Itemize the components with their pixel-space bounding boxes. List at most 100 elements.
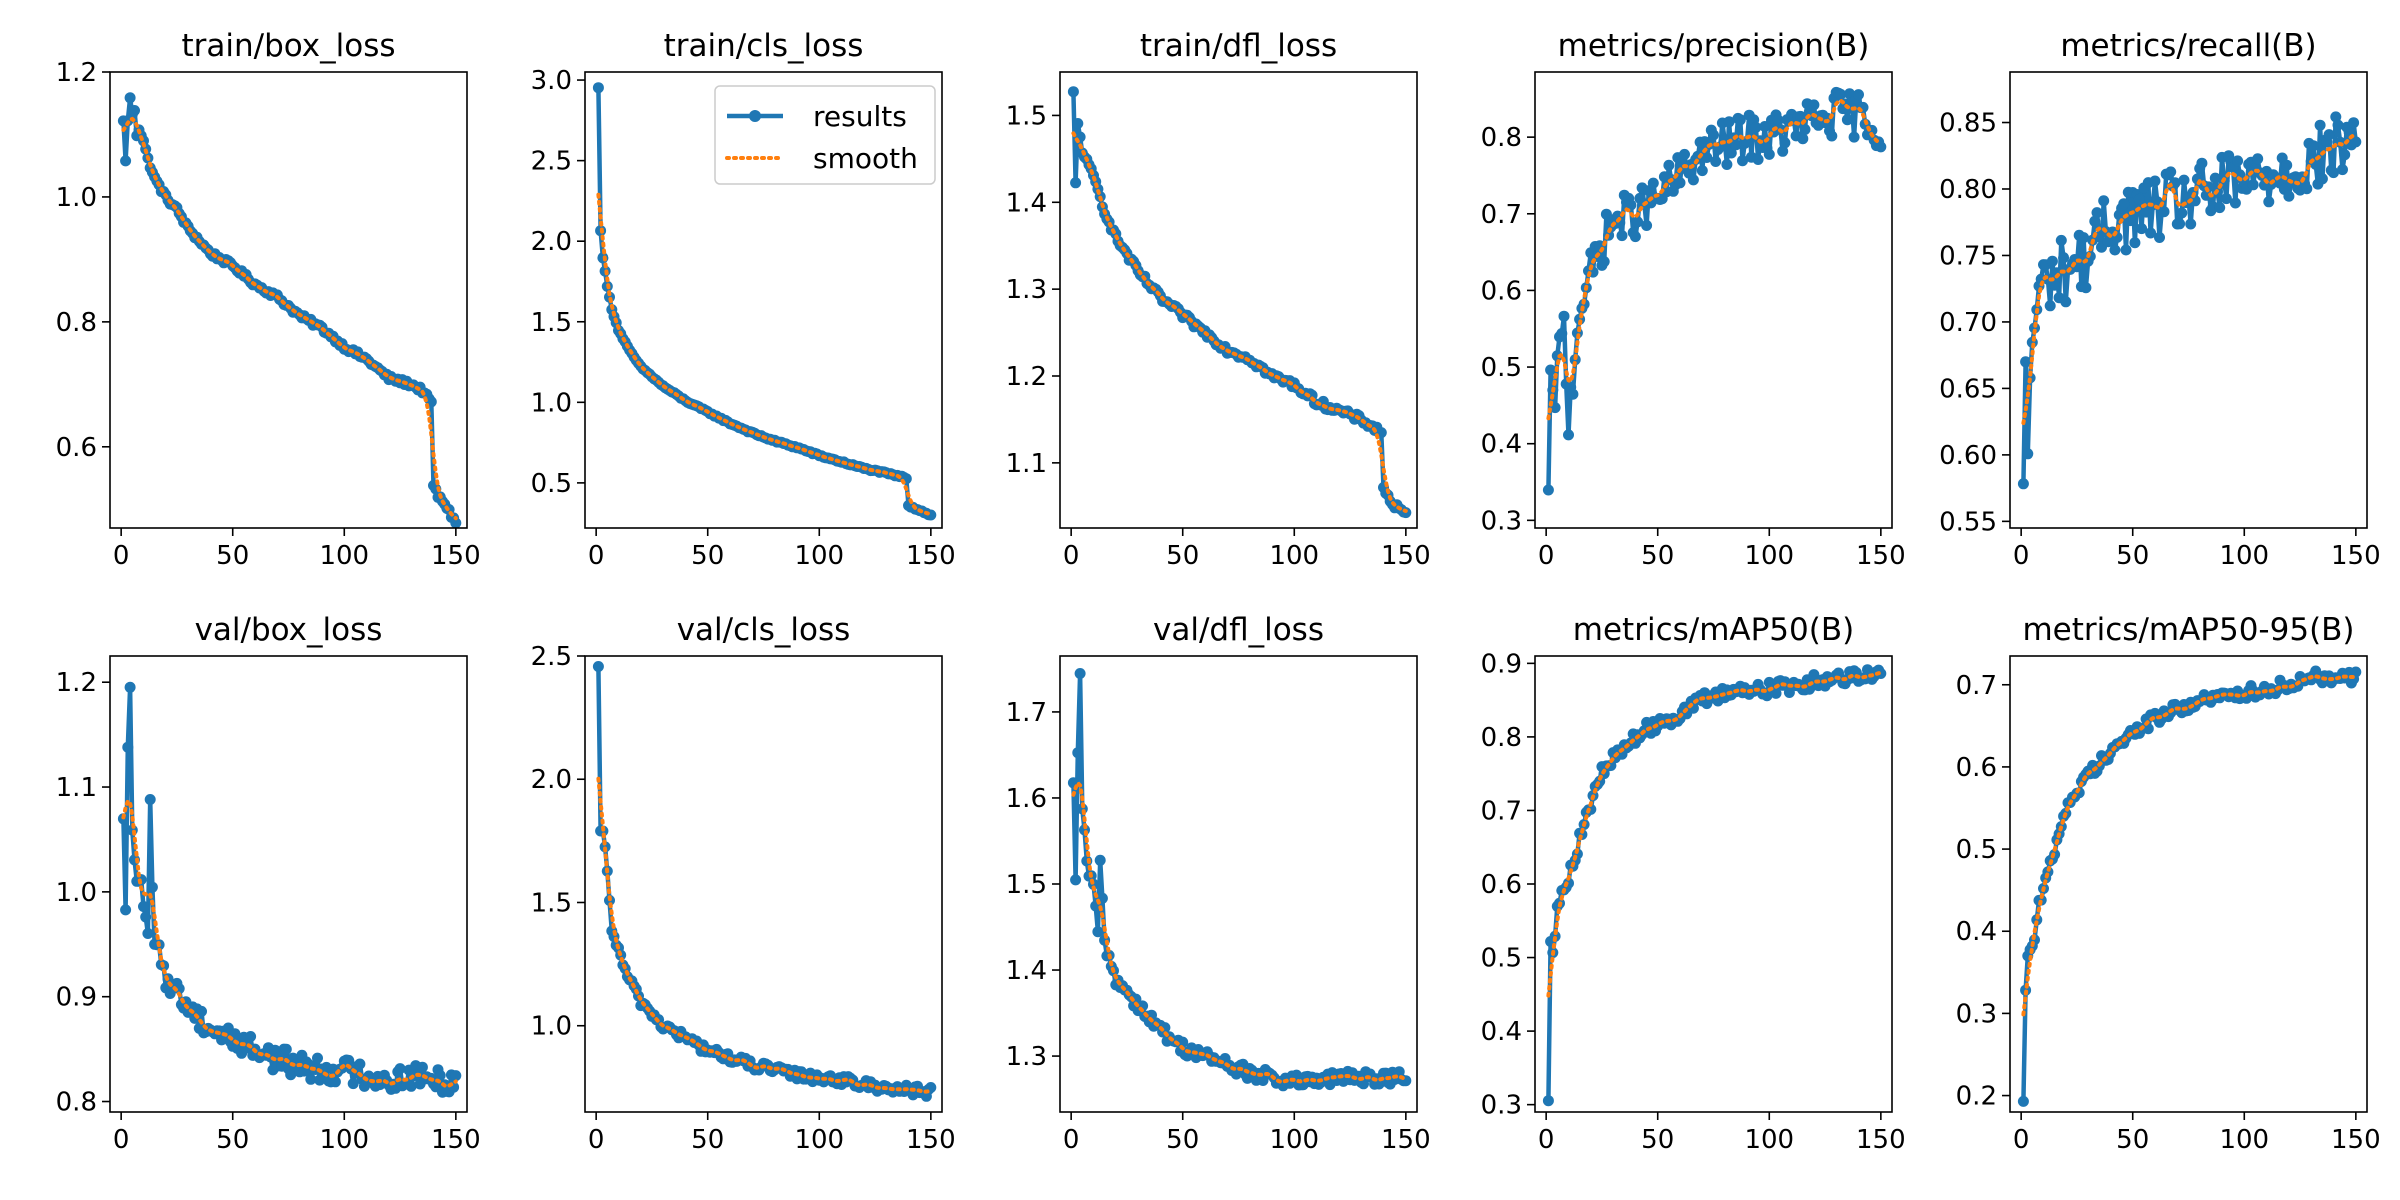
panel-title: metrics/mAP50(B) (1573, 612, 1854, 648)
results-point (1725, 147, 1737, 159)
results-point (120, 904, 132, 916)
y-tick-label: 1.0 (56, 878, 97, 908)
y-tick-label: 1.3 (1006, 275, 1047, 305)
results-point (1795, 110, 1806, 122)
axes-frame (1534, 655, 1893, 1113)
results-point (1772, 114, 1784, 126)
results-point (2252, 153, 2264, 165)
x-tick-label: 100 (1269, 541, 1319, 571)
results-point (2109, 244, 2121, 256)
y-tick-label: 0.3 (1481, 506, 1522, 536)
panel-train-box-loss: 0 50 100 150 0.6 0.8 1.0 1.2 train/box_loss (56, 28, 481, 571)
y-tick-label: 1.3 (1006, 1042, 1047, 1072)
results-point (2263, 196, 2275, 208)
results-point (2314, 119, 2326, 131)
y-tick-label: 0.65 (1939, 374, 1997, 404)
results-point (2337, 164, 2348, 176)
results-point (2091, 207, 2103, 219)
results-point (2196, 157, 2208, 169)
results-point (2098, 195, 2110, 207)
results-point (1875, 141, 1887, 153)
results-point (1696, 165, 1708, 177)
smooth-line (121, 797, 458, 1089)
results-point (2125, 215, 2136, 227)
results-point (1647, 177, 1659, 189)
y-tick-label: 0.85 (1939, 109, 1997, 139)
y-tick-label: 1.5 (531, 308, 572, 338)
panel-title: metrics/mAP50-95(B) (2022, 612, 2354, 648)
results-point (2316, 173, 2328, 185)
results-point (1545, 364, 1557, 376)
axes-frame (109, 655, 468, 1113)
results-markers (2017, 665, 2362, 1107)
axes-frame (584, 71, 943, 529)
results-point (122, 741, 134, 753)
panel-title: val/dfl_loss (1153, 612, 1324, 648)
x-tick-label: 50 (2116, 541, 2149, 571)
results-point (1799, 124, 1811, 135)
x-tick-label: 150 (2331, 541, 2381, 571)
results-point (1679, 148, 1690, 160)
y-tick-label: 0.55 (1939, 507, 1997, 537)
y-tick-label: 2.0 (531, 227, 572, 257)
y-tick-label: 0.6 (56, 433, 97, 463)
results-point (2089, 215, 2101, 227)
axes-frame (1059, 71, 1418, 529)
panel-metrics-map50-b: 0 50 100 150 0.3 0.4 0.5 0.6 0.7 0.8 0.9 metrics/mA… (1481, 612, 1906, 1155)
results-point (354, 1058, 366, 1070)
results-point (1567, 388, 1579, 400)
results-point (2176, 207, 2188, 219)
y-tick-label: 0.9 (1481, 649, 1522, 679)
results-point (1750, 121, 1762, 133)
results-point (2209, 172, 2221, 184)
results-point (245, 1031, 257, 1042)
results-point (2080, 282, 2092, 294)
results-point (2323, 129, 2335, 141)
y-tick-label: 1.5 (1006, 870, 1047, 900)
results-point (1663, 159, 1675, 171)
results-point (2140, 206, 2152, 218)
smooth-line (1071, 131, 1408, 513)
results-point (2022, 448, 2034, 460)
x-tick-label: 0 (1063, 1125, 1080, 1155)
y-tick-label: 1.0 (531, 388, 572, 418)
results-markers (1542, 86, 1887, 496)
results-point (1734, 114, 1746, 126)
y-tick-label: 0.6 (1956, 753, 1997, 783)
y-tick-label: 0.8 (56, 308, 97, 338)
results-markers (117, 92, 462, 529)
results-point (1558, 310, 1570, 322)
results-point (1687, 174, 1699, 186)
panel-val-box-loss: 0 50 100 150 0.8 0.9 1.0 1.1 1.2 val/box_loss (56, 612, 481, 1155)
results-point (1770, 687, 1782, 699)
results-point (1835, 88, 1847, 100)
y-tick-label: 0.6 (1481, 870, 1522, 900)
results-point (2118, 198, 2130, 210)
results-point (2247, 179, 2259, 191)
results-point (2046, 255, 2058, 267)
y-tick-label: 0.60 (1939, 441, 1997, 471)
panel-train-dfl-loss: 0 50 100 150 1.1 1.2 1.3 1.4 1.5 train/dfl_loss (1006, 28, 1431, 571)
x-tick-label: 100 (2219, 541, 2269, 571)
results-point (1723, 116, 1735, 128)
x-tick-label: 0 (2013, 1125, 2030, 1155)
results-point (2220, 193, 2232, 205)
results-point (2232, 155, 2244, 167)
x-tick-label: 0 (113, 1125, 130, 1155)
x-tick-label: 50 (1641, 541, 1674, 571)
x-tick-label: 100 (319, 541, 369, 571)
smooth-line (2021, 133, 2358, 425)
results-point (1551, 350, 1563, 362)
x-tick-label: 100 (2219, 1125, 2269, 1155)
y-tick-label: 0.2 (1956, 1082, 1997, 1112)
results-point (1853, 89, 1864, 101)
y-tick-label: 0.8 (56, 1088, 97, 1118)
y-tick-label: 0.7 (1481, 200, 1522, 230)
x-tick-label: 0 (2013, 541, 2030, 571)
x-tick-label: 150 (1856, 1125, 1906, 1155)
results-point (280, 1043, 292, 1055)
results-point (1130, 993, 1142, 1005)
y-tick-label: 1.1 (1006, 449, 1047, 479)
smooth-line (596, 776, 933, 1094)
x-tick-label: 50 (216, 1125, 249, 1155)
